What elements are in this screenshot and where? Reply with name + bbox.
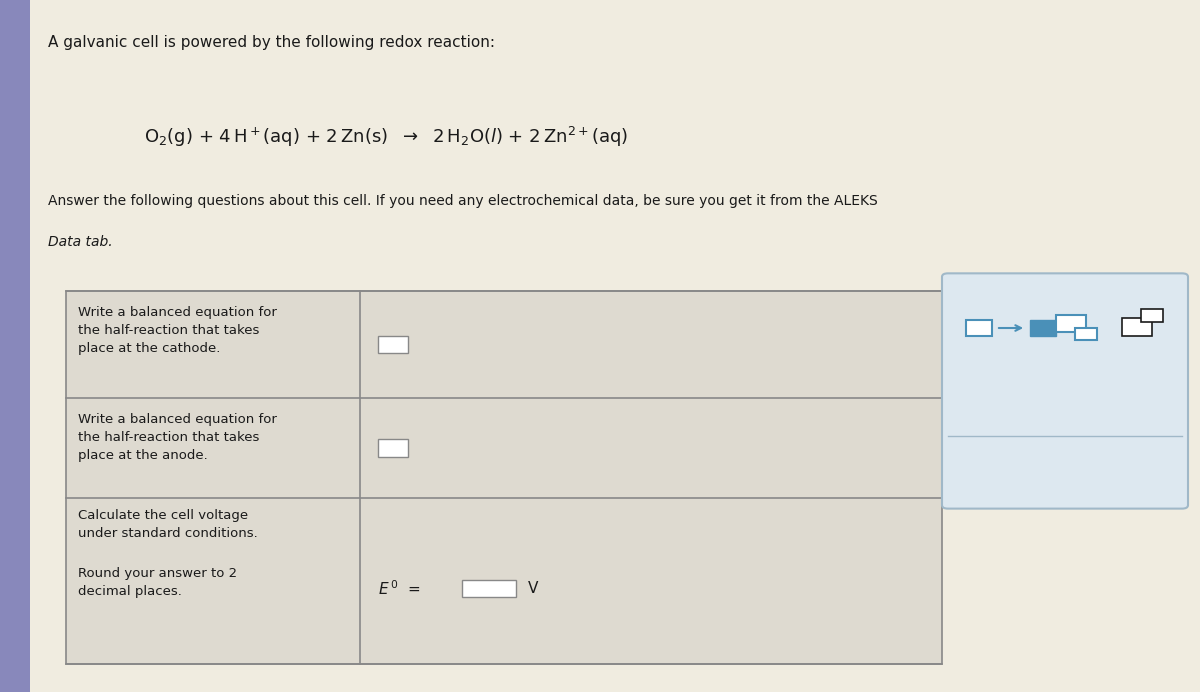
Text: A galvanic cell is powered by the following redox reaction:: A galvanic cell is powered by the follow…	[48, 35, 496, 50]
Text: $e^-$: $e^-$	[996, 358, 1020, 376]
Text: Write a balanced equation for
the half-reaction that takes
place at the anode.: Write a balanced equation for the half-r…	[78, 413, 277, 462]
Bar	[378, 439, 408, 457]
Text: Answer the following questions about this cell. If you need any electrochemical : Answer the following questions about thi…	[48, 194, 877, 208]
Bar	[1122, 318, 1152, 336]
Bar	[1030, 320, 1056, 336]
FancyBboxPatch shape	[66, 291, 942, 664]
FancyBboxPatch shape	[942, 273, 1188, 509]
Bar	[1075, 328, 1097, 340]
FancyBboxPatch shape	[0, 0, 30, 692]
Bar	[1056, 315, 1086, 332]
Text: Round your answer to 2
decimal places.: Round your answer to 2 decimal places.	[78, 567, 238, 599]
Text: O$_2$(g) + 4$\,$H$^+$(aq) + 2$\,$Zn(s)  $\rightarrow$  2$\,$H$_2$O($l$) + 2$\,$Z: O$_2$(g) + 4$\,$H$^+$(aq) + 2$\,$Zn(s) $…	[144, 125, 628, 149]
Text: Calculate the cell voltage
under standard conditions.: Calculate the cell voltage under standar…	[78, 509, 258, 540]
Text: $E^{\,0}$  =: $E^{\,0}$ =	[378, 579, 420, 598]
Text: V: V	[528, 581, 539, 596]
Bar	[462, 580, 516, 597]
Text: Write a balanced equation for
the half-reaction that takes
place at the cathode.: Write a balanced equation for the half-r…	[78, 306, 277, 355]
Text: ✕: ✕	[995, 462, 1009, 480]
Bar	[966, 320, 992, 336]
Text: Data tab.: Data tab.	[48, 235, 113, 249]
Text: ↺: ↺	[1114, 461, 1130, 480]
Bar	[1141, 309, 1163, 322]
Bar	[378, 336, 408, 353]
